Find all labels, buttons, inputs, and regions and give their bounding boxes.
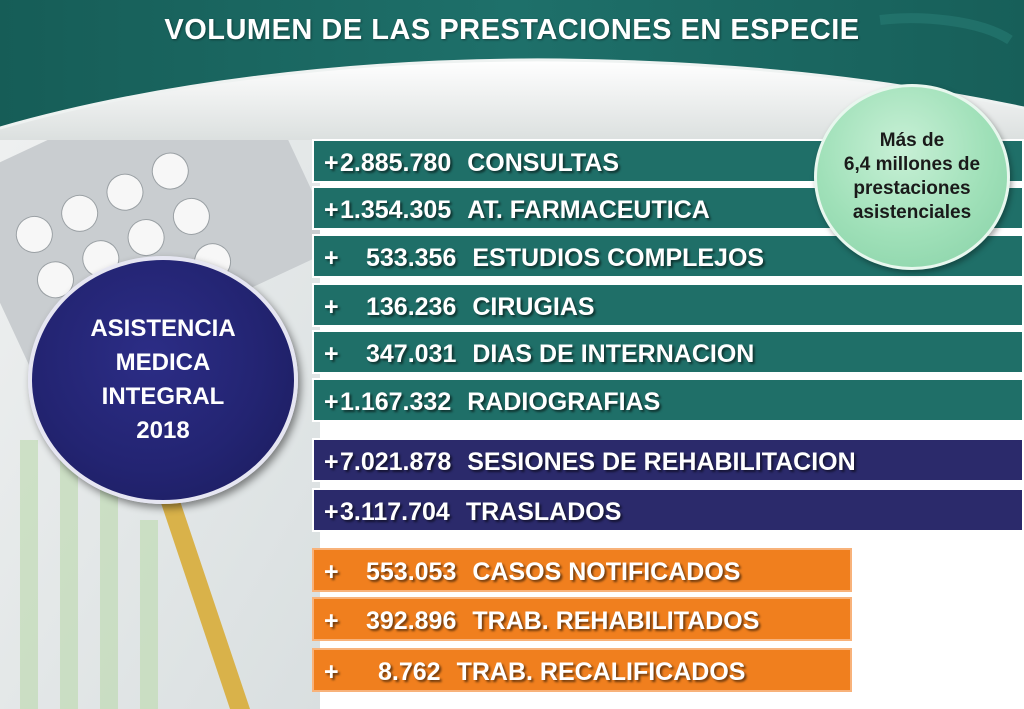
row-value: 1.354.305 bbox=[340, 196, 452, 224]
row-sign: + bbox=[324, 293, 339, 321]
prestacion-row: +3.117.704 TRASLADOS bbox=[312, 488, 1024, 532]
row-sign: + bbox=[324, 558, 339, 586]
row-label: AT. FARMACEUTICA bbox=[467, 196, 710, 224]
row-value: 136.236 bbox=[366, 293, 457, 321]
row-value: 3.117.704 bbox=[340, 498, 450, 526]
row-label: RADIOGRAFIAS bbox=[467, 388, 661, 416]
prestacion-row: +136.236 CIRUGIAS bbox=[312, 283, 1024, 327]
asistencia-line-3: INTEGRAL bbox=[101, 383, 225, 410]
header-band bbox=[0, 0, 1024, 150]
row-label: TRASLADOS bbox=[465, 498, 622, 526]
row-label: ESTUDIOS COMPLEJOS bbox=[472, 244, 765, 272]
row-label: DIAS DE INTERNACION bbox=[472, 340, 755, 368]
row-label: CASOS NOTIFICADOS bbox=[472, 558, 741, 586]
row-label: TRAB. REHABILITADOS bbox=[472, 607, 760, 635]
prestacion-row: +347.031 DIAS DE INTERNACION bbox=[312, 330, 1024, 374]
row-sign: + bbox=[324, 658, 339, 686]
asistencia-circle: ASISTENCIA MEDICA INTEGRAL 2018 bbox=[28, 256, 298, 504]
row-sign: + bbox=[324, 448, 339, 476]
total-line-2: 6,4 millones de bbox=[843, 154, 981, 175]
total-line-3: prestaciones bbox=[853, 178, 971, 199]
prestacion-row: +553.053 CASOS NOTIFICADOS bbox=[312, 548, 852, 592]
total-line-4: asistenciales bbox=[852, 202, 972, 223]
row-label: SESIONES DE REHABILITACION bbox=[467, 448, 856, 476]
prestacion-row: +392.896 TRAB. REHABILITADOS bbox=[312, 597, 852, 641]
row-value: 553.053 bbox=[366, 558, 457, 586]
row-sign: + bbox=[324, 340, 339, 368]
row-value: 392.896 bbox=[366, 607, 457, 635]
row-value: 7.021.878 bbox=[340, 448, 452, 476]
row-value: 1.167.332 bbox=[340, 388, 452, 416]
row-sign: + bbox=[324, 196, 339, 224]
row-value: 2.885.780 bbox=[340, 149, 452, 177]
asistencia-line-1: ASISTENCIA bbox=[90, 315, 236, 342]
row-sign: + bbox=[324, 149, 339, 177]
row-sign: + bbox=[324, 244, 339, 272]
row-sign: + bbox=[324, 607, 339, 635]
page-title: VOLUMEN DE LAS PRESTACIONES EN ESPECIE bbox=[164, 14, 860, 46]
row-sign: + bbox=[324, 388, 339, 416]
asistencia-line-2: MEDICA bbox=[115, 349, 211, 376]
total-line-1: Más de bbox=[879, 130, 945, 151]
total-circle: Más de 6,4 millones de prestaciones asis… bbox=[814, 84, 1010, 270]
prestacion-row: +8.762 TRAB. RECALIFICADOS bbox=[312, 648, 852, 692]
asistencia-line-4: 2018 bbox=[136, 417, 190, 444]
row-label: CIRUGIAS bbox=[472, 293, 595, 321]
prestacion-row: +7.021.878 SESIONES DE REHABILITACION bbox=[312, 438, 1024, 482]
prestacion-row: +1.167.332 RADIOGRAFIAS bbox=[312, 378, 1024, 422]
row-label: CONSULTAS bbox=[467, 149, 620, 177]
row-value: 347.031 bbox=[366, 340, 457, 368]
row-sign: + bbox=[324, 498, 339, 526]
row-value: 533.356 bbox=[366, 244, 457, 272]
row-label: TRAB. RECALIFICADOS bbox=[456, 658, 746, 686]
row-value: 8.762 bbox=[378, 658, 441, 686]
